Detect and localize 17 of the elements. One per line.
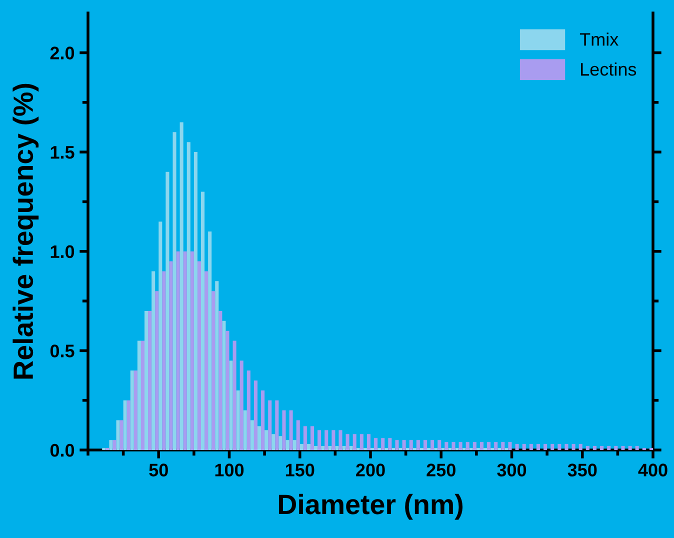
x-tick-label: 300: [497, 464, 526, 476]
x-tick-label: 150: [286, 464, 314, 476]
y-axis-title: Relative frequency (%): [12, 84, 39, 379]
legend-label: Tmix: [580, 32, 618, 46]
x-tick-label: 400: [638, 464, 668, 476]
y-tick-label: 1.0: [50, 245, 74, 258]
x-tick-label: 250: [426, 464, 456, 476]
x-axis-title: Diameter (nm): [278, 494, 463, 520]
y-tick-label: 0.0: [50, 444, 74, 457]
y-tick-label: 2.0: [50, 46, 74, 60]
x-tick-label: 200: [356, 464, 385, 476]
legend-label: Lectins: [581, 62, 636, 76]
x-tick-label: 350: [568, 464, 597, 476]
x-tick-label: 50: [149, 464, 168, 476]
x-tick-label: 100: [215, 464, 244, 476]
y-tick-label: 1.5: [50, 146, 74, 159]
y-tick-label: 0.5: [50, 344, 74, 358]
